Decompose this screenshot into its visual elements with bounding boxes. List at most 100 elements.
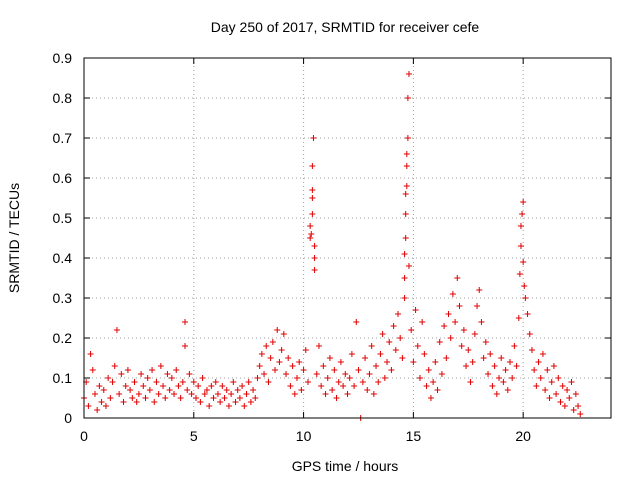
data-point xyxy=(155,391,162,397)
data-point xyxy=(511,343,518,349)
data-point xyxy=(370,391,377,397)
data-point xyxy=(188,391,195,397)
data-point xyxy=(412,307,419,313)
data-point xyxy=(434,387,441,393)
data-point xyxy=(162,395,169,401)
data-point xyxy=(333,395,340,401)
data-point xyxy=(520,259,527,265)
data-point xyxy=(105,375,112,381)
data-point xyxy=(348,351,355,357)
data-point xyxy=(404,135,411,141)
data-point xyxy=(263,343,270,349)
data-point xyxy=(228,391,235,397)
data-point xyxy=(276,359,283,365)
data-point xyxy=(153,379,160,385)
data-point xyxy=(203,387,210,393)
data-point xyxy=(331,367,338,373)
data-point xyxy=(298,387,305,393)
data-point xyxy=(124,367,131,373)
data-point xyxy=(111,363,118,369)
data-point xyxy=(91,391,98,397)
data-point xyxy=(539,351,546,357)
data-point xyxy=(127,387,134,393)
data-point xyxy=(561,403,568,409)
data-point xyxy=(397,335,404,341)
data-point xyxy=(302,347,309,353)
data-point xyxy=(223,387,230,393)
data-point xyxy=(515,315,522,321)
data-point xyxy=(247,399,254,405)
data-point xyxy=(243,391,250,397)
data-point xyxy=(427,395,434,401)
data-point xyxy=(256,363,263,369)
data-point xyxy=(157,363,164,369)
data-point xyxy=(399,355,406,361)
data-point xyxy=(320,363,327,369)
data-point xyxy=(502,367,509,373)
data-point xyxy=(265,379,272,385)
x-tick-label: 0 xyxy=(80,428,88,444)
data-point xyxy=(432,359,439,365)
data-point xyxy=(309,163,316,169)
data-point xyxy=(480,355,487,361)
data-point xyxy=(337,359,344,365)
data-point xyxy=(392,347,399,353)
data-point xyxy=(498,355,505,361)
data-point xyxy=(414,343,421,349)
data-point xyxy=(116,391,123,397)
data-point xyxy=(373,363,380,369)
y-tick-label: 0.1 xyxy=(53,370,73,386)
data-point xyxy=(252,395,259,401)
data-point xyxy=(364,387,371,393)
data-point xyxy=(449,291,456,297)
data-point xyxy=(278,347,285,353)
y-tick-label: 0 xyxy=(64,410,72,426)
data-point xyxy=(520,199,527,205)
data-point xyxy=(405,263,412,269)
data-point xyxy=(401,251,408,257)
data-point xyxy=(219,383,226,389)
data-point xyxy=(230,379,237,385)
data-point xyxy=(113,327,120,333)
data-point xyxy=(405,71,412,77)
data-point xyxy=(274,327,281,333)
data-point xyxy=(309,195,316,201)
y-tick-label: 0.3 xyxy=(53,290,73,306)
data-point xyxy=(570,407,577,413)
data-point xyxy=(311,255,318,261)
y-tick-label: 0.5 xyxy=(53,210,73,226)
data-point xyxy=(430,379,437,385)
data-point xyxy=(171,391,178,397)
data-point xyxy=(403,183,410,189)
data-point xyxy=(212,379,219,385)
data-point xyxy=(476,287,483,293)
data-point xyxy=(138,371,145,377)
data-point xyxy=(217,399,224,405)
y-tick-label: 0.9 xyxy=(53,50,73,66)
data-point xyxy=(478,319,485,325)
y-axis-label: SRMTID / TECUs xyxy=(6,183,22,293)
data-point xyxy=(379,331,386,337)
data-point xyxy=(458,343,465,349)
data-point xyxy=(280,331,287,337)
data-point xyxy=(313,371,320,377)
data-point xyxy=(395,311,402,317)
data-point xyxy=(425,367,432,373)
grid-lines xyxy=(84,58,611,418)
data-point xyxy=(96,383,103,389)
y-tick-label: 0.2 xyxy=(53,330,73,346)
data-point xyxy=(293,375,300,381)
data-point xyxy=(342,371,349,377)
data-point xyxy=(521,283,528,289)
data-point xyxy=(528,347,535,353)
data-point xyxy=(386,339,393,345)
data-point xyxy=(524,311,531,317)
data-point xyxy=(285,355,292,361)
plot-frame xyxy=(83,57,612,419)
data-point xyxy=(311,267,318,273)
data-point xyxy=(118,371,125,377)
data-point xyxy=(443,355,450,361)
data-point xyxy=(368,343,375,349)
x-tick-label: 10 xyxy=(296,428,312,444)
data-point xyxy=(359,379,366,385)
